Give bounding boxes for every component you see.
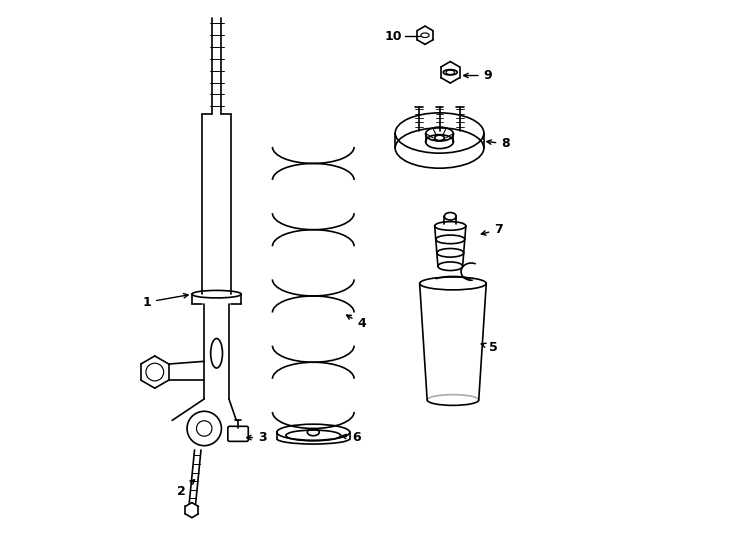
Text: 4: 4 <box>346 315 366 330</box>
Text: 8: 8 <box>487 137 510 150</box>
Text: 2: 2 <box>178 480 195 498</box>
Text: 6: 6 <box>342 431 360 444</box>
Text: 5: 5 <box>482 341 498 354</box>
Text: 10: 10 <box>385 30 402 43</box>
Text: 3: 3 <box>247 431 266 444</box>
Text: 7: 7 <box>482 223 503 236</box>
Text: 1: 1 <box>142 294 188 309</box>
Text: 9: 9 <box>464 69 493 82</box>
